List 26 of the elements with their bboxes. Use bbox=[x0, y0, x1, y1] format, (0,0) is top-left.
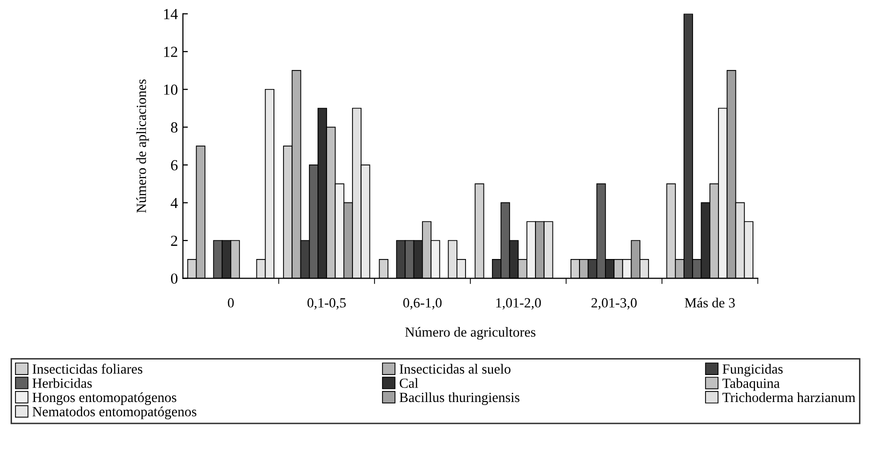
legend-label: Cal bbox=[400, 378, 418, 388]
x-tick-label: 1,01-2,0 bbox=[496, 298, 541, 310]
legend-label: Trichoderma harzianum bbox=[722, 392, 856, 402]
y-tick-label: 8 bbox=[170, 122, 178, 133]
x-tick-label: 0,1-0,5 bbox=[307, 298, 346, 310]
legend-label: Insecticidas foliares bbox=[32, 364, 142, 374]
y-tick-label: 10 bbox=[164, 84, 178, 95]
y-axis-title: Número de aplicaciones bbox=[136, 79, 149, 213]
legend-label: Nematodos entomopatógenos bbox=[32, 406, 196, 420]
x-tick-label: 0 bbox=[228, 298, 234, 308]
y-tick-label: 4 bbox=[170, 198, 178, 208]
y-tick-label: 6 bbox=[171, 160, 178, 170]
legend-label: Hongos entomopatógenos bbox=[32, 392, 176, 405]
y-tick-label: 2 bbox=[171, 236, 178, 246]
y-tick-label: 14 bbox=[164, 9, 178, 20]
y-tick-label: 12 bbox=[164, 46, 178, 57]
legend-label: Tabaquina bbox=[722, 378, 780, 391]
x-tick-label: Más de 3 bbox=[684, 298, 735, 308]
x-axis-title: Número de agricultores bbox=[405, 327, 536, 340]
legend-label: Bacillus thuringiensis bbox=[400, 392, 520, 405]
legend-label: Insecticidas al suelo bbox=[400, 364, 510, 374]
legend-label: Herbicidas bbox=[32, 378, 92, 388]
y-tick-label: 0 bbox=[170, 273, 178, 284]
legend-label: Fungicidas bbox=[722, 364, 783, 377]
x-tick-label: 0,6-1,0 bbox=[403, 298, 442, 310]
x-tick-label: 2,01-3,0 bbox=[592, 298, 637, 310]
